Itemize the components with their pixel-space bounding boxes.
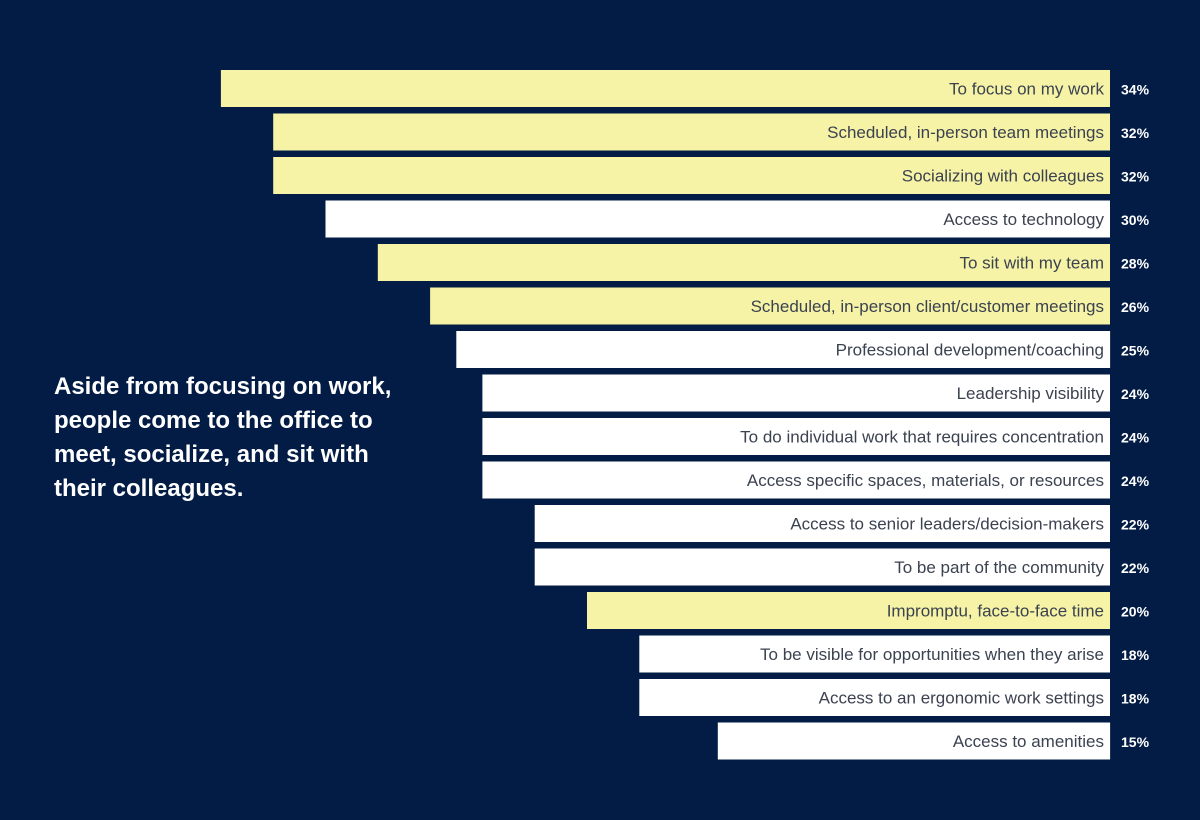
- bar-value-label: 22%: [1121, 517, 1150, 533]
- bar-group: To sit with my team 28%: [377, 244, 1150, 281]
- bar-value-label: 34%: [1121, 82, 1150, 98]
- bar-value-label: 24%: [1121, 473, 1150, 489]
- bar-category-label: Access to amenities: [953, 732, 1104, 751]
- bar: [639, 635, 1110, 673]
- bar-category-label: Scheduled, in-person team meetings: [827, 123, 1104, 142]
- bar-highlighted: [377, 244, 1110, 281]
- bar-category-label: Socializing with colleagues: [902, 167, 1104, 186]
- bar-group: Leadership visibility 24%: [482, 374, 1150, 412]
- bar-category-label: Access specific spaces, materials, or re…: [747, 471, 1104, 490]
- bar-group: Access to an ergonomic work settings 18%: [639, 679, 1150, 716]
- bar-value-label: 18%: [1121, 647, 1150, 663]
- bar-category-label: To sit with my team: [959, 254, 1104, 273]
- bar-group: To do individual work that requires conc…: [482, 418, 1150, 455]
- bar-group: To be visible for opportunities when the…: [639, 635, 1150, 673]
- bar-category-label: To be part of the community: [894, 558, 1104, 577]
- bar-group: Professional development/coaching 25%: [456, 331, 1150, 368]
- bar-highlighted: [273, 113, 1110, 151]
- bar-category-label: To focus on my work: [949, 80, 1104, 99]
- bar: [482, 461, 1110, 499]
- bar-group: To focus on my work 34%: [220, 70, 1150, 107]
- bar-category-label: Leadership visibility: [957, 384, 1105, 403]
- bar-category-label: Professional development/coaching: [836, 341, 1104, 360]
- bar: [482, 374, 1110, 412]
- bar-group: Scheduled, in-person team meetings 32%: [273, 113, 1150, 151]
- bar-value-label: 20%: [1121, 604, 1150, 620]
- bar-group: Access to technology 30%: [325, 200, 1150, 238]
- bar-highlighted: [430, 287, 1111, 325]
- bar-category-label: To be visible for opportunities when the…: [760, 645, 1104, 664]
- bar-value-label: 22%: [1121, 560, 1150, 576]
- bar-category-label: Access to senior leaders/decision-makers: [790, 515, 1104, 534]
- bar-value-label: 32%: [1121, 125, 1150, 141]
- bar-highlighted: [220, 70, 1110, 107]
- bar-value-label: 26%: [1121, 299, 1150, 315]
- bar-category-label: Access to technology: [943, 210, 1104, 229]
- bar-group: To be part of the community 22%: [534, 548, 1150, 586]
- bar-value-label: 28%: [1121, 256, 1150, 272]
- bar-value-label: 15%: [1121, 734, 1150, 750]
- bar-value-label: 18%: [1121, 691, 1150, 707]
- bar-category-label: To do individual work that requires conc…: [740, 428, 1104, 447]
- bar-category-label: Scheduled, in-person client/customer mee…: [751, 297, 1104, 316]
- bar: [534, 548, 1110, 586]
- bar-value-label: 24%: [1121, 386, 1150, 402]
- bar-highlighted: [587, 592, 1110, 629]
- bar-group: Scheduled, in-person client/customer mee…: [430, 287, 1150, 325]
- bar-group: Access to senior leaders/decision-makers…: [534, 505, 1150, 542]
- bar: [639, 679, 1110, 716]
- bar-value-label: 30%: [1121, 212, 1150, 228]
- bar: [534, 505, 1110, 542]
- bar-group: Impromptu, face-to-face time 20%: [587, 592, 1150, 629]
- bar-value-label: 25%: [1121, 343, 1150, 359]
- bar: [456, 331, 1111, 368]
- headline: Aside from focusing on work, people come…: [54, 373, 392, 502]
- bar: [482, 418, 1110, 455]
- bar-value-label: 32%: [1121, 169, 1150, 185]
- bar-group: Access specific spaces, materials, or re…: [482, 461, 1150, 499]
- bar: [325, 200, 1110, 238]
- bar-category-label: Access to an ergonomic work settings: [819, 689, 1104, 708]
- bar-category-label: Impromptu, face-to-face time: [887, 602, 1104, 621]
- bar-value-label: 24%: [1121, 430, 1150, 446]
- bar-highlighted: [273, 157, 1110, 194]
- bar-group: Socializing with colleagues 32%: [273, 157, 1150, 194]
- bar: [717, 722, 1111, 760]
- bar-group: Access to amenities 15%: [717, 722, 1150, 760]
